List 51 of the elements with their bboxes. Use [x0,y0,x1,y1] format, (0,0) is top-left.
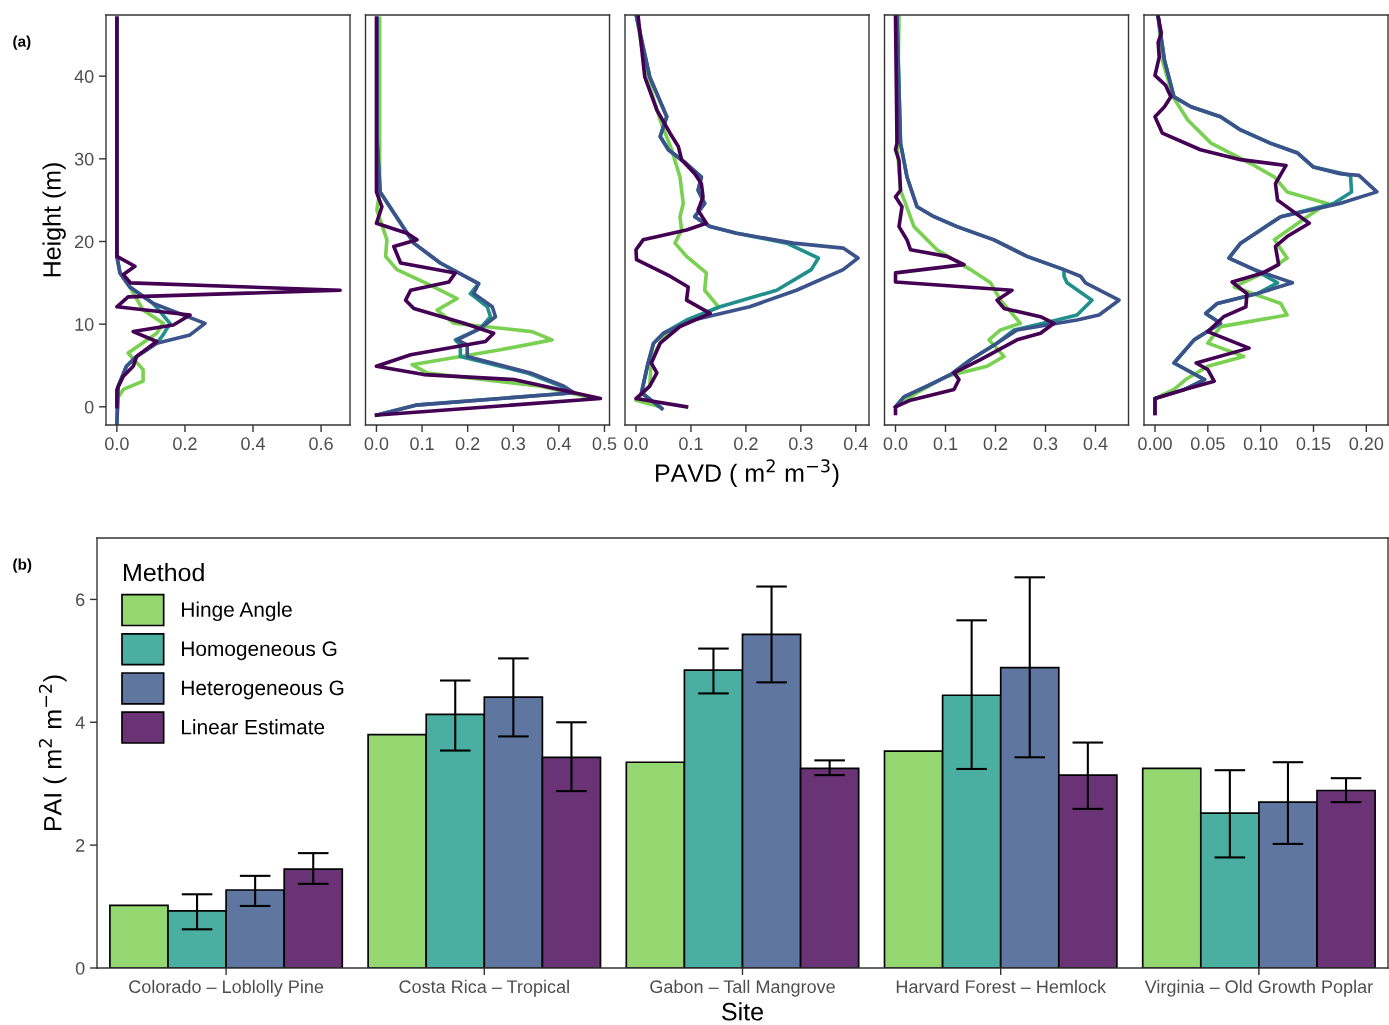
y-tick-label: 0 [75,961,85,975]
x-tick-label: 0.0 [105,437,129,451]
y-tick-label: 6 [76,593,85,607]
x-tick-label: 0.2 [173,437,197,451]
x-tick-label: 0.4 [241,437,266,451]
x-tick-label: 0.6 [309,437,333,451]
legend-label: Linear Estimate [182,719,325,735]
legend-label: Homogeneous G [182,641,337,661]
x-tick-label: 0.3 [1033,437,1058,451]
x-tick-label: 0.00 [1138,437,1172,451]
x-tick-label: 0.2 [455,437,480,451]
y-tick-label: 4 [75,716,85,729]
y-axis-title: PAI ( m$^{2}$ m$^{−2}$) [38,675,67,831]
x-axis-title: Site [722,1002,763,1021]
y-tick-label: 2 [76,839,85,852]
x-tick-label: 0.10 [1243,437,1278,451]
x-axis-title: PAVD ( m$^{2}$ m$^{−3}$) [656,459,839,487]
x-tick-label: 0.0 [883,437,908,451]
x-tick-label: 0.1 [410,437,434,451]
legend-label: Hinge Angle [182,601,292,622]
x-tick-label: Harvard Forest – Hemlock [896,979,1107,994]
y-tick-label: 20 [75,235,94,249]
y-axis-title: Height (m) [42,163,66,277]
y-tick-label: 10 [75,318,94,331]
legend-label: Heterogeneous G [182,680,344,700]
y-tick-label: 40 [74,70,94,83]
x-tick-label: 0.3 [789,437,813,451]
x-tick-label: 0.2 [734,437,758,451]
x-tick-label: Colorado – Loblolly Pine [129,979,324,997]
x-tick-label: Gabon – Tall Mangrove [650,979,835,997]
x-tick-label: 0.0 [364,437,389,451]
x-tick-label: 0.4 [1083,437,1108,451]
text: (b) [13,558,32,573]
y-tick-label: 0 [84,400,94,414]
legend-title: Method [124,563,204,582]
x-tick-label: 0.0 [624,437,648,451]
line-series [115,16,342,409]
x-tick-label: 0.3 [501,437,526,451]
x-tick-label: 0.15 [1296,437,1331,451]
x-tick-label: 0.4 [843,437,868,451]
x-tick-label: 0.5 [592,437,617,451]
x-tick-label: Virginia – Old Growth Poplar [1144,979,1373,997]
x-tick-label: 0.20 [1349,437,1384,451]
x-tick-label: 0.4 [547,437,571,451]
x-tick-label: 0.1 [933,437,958,451]
x-tick-label: 0.05 [1190,437,1225,451]
x-tick-label: 0.1 [679,437,703,451]
text: (a) [13,35,31,50]
y-tick-label: 30 [74,152,94,166]
x-tick-label: Costa Rica – Tropical [399,979,569,997]
x-tick-label: 0.2 [983,437,1008,451]
